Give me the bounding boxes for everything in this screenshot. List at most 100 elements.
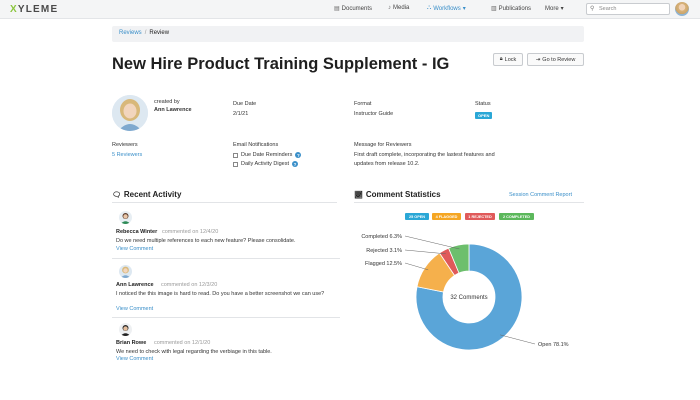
daily-activity-digest-label: Daily Activity Digest	[241, 161, 289, 167]
top-navigation-bar: XYLEME ▤ Documents ♪ Media ⛬ Workflows ▾ ▥ Pu…	[0, 0, 700, 19]
avatar-image	[119, 211, 132, 224]
due-date-reminders-label: Due Date Reminders	[241, 152, 293, 158]
comment-statistics-title-text: Comment Statistics	[365, 190, 441, 199]
go-to-review-label: Go to Review	[542, 56, 576, 63]
nav-publications[interactable]: ▥ Publications	[491, 5, 532, 13]
status-label: Status	[475, 101, 491, 107]
lock-button-label: Lock	[504, 56, 517, 63]
avatar-image	[119, 323, 132, 336]
comment-statistics-title: 📈︎ Comment Statistics	[354, 190, 441, 199]
avatar-image	[119, 265, 132, 278]
chevron-down-icon: ▾	[462, 6, 466, 12]
breadcrumb: Reviews / Review	[112, 26, 584, 42]
comments-icon: 🗨︎	[112, 191, 121, 199]
activity-user-name: Brian Rowe	[116, 340, 147, 346]
reviewers-link[interactable]: 5 Reviewers	[112, 152, 143, 158]
session-comment-report-link[interactable]: Session Comment Report	[509, 192, 572, 198]
stats-divider	[354, 202, 584, 203]
help-icon[interactable]: ?	[295, 152, 302, 158]
creator-name: Ann Lawrence	[154, 107, 192, 113]
activity-comment-text: Do we need multiple references to each n…	[116, 238, 296, 244]
search-placeholder: Search	[599, 6, 617, 12]
message-line-1: First draft complete, incorporating the …	[354, 152, 495, 158]
donut-slice-flagged	[416, 252, 456, 293]
donut-label-flagged: Flagged 12.5%	[365, 261, 402, 267]
due-date-value: 2/1/21	[233, 111, 249, 117]
nav-publications-label: Publications	[498, 5, 532, 12]
avatar	[119, 323, 132, 336]
search-icon: ⚲	[590, 6, 595, 12]
view-comment-link[interactable]: View Comment	[116, 356, 154, 362]
message-line-2: updates from release 10.2.	[354, 161, 420, 167]
email-notifications-label: Email Notifications	[233, 142, 279, 148]
daily-activity-digest-checkbox[interactable]: Daily Activity Digest?	[233, 161, 298, 167]
recent-activity-title-text: Recent Activity	[123, 190, 182, 199]
nav-workflows[interactable]: ⛬ Workflows ▾	[427, 5, 466, 12]
donut-slice-rejected	[438, 247, 460, 276]
nav-documents[interactable]: ▤ Documents	[334, 5, 373, 13]
created-by-label: created by	[154, 99, 180, 105]
music-note-icon: ♪	[388, 5, 391, 11]
donut-slice-open	[415, 243, 523, 351]
donut-label-completed: Completed 6.3%	[361, 234, 402, 240]
activity-item-divider	[112, 317, 340, 318]
breadcrumb-separator: /	[144, 30, 147, 36]
line-chart-icon: 📈︎	[354, 191, 363, 199]
breadcrumb-reviews-link[interactable]: Reviews	[119, 30, 142, 36]
recent-activity-title: 🗨︎ Recent Activity	[112, 190, 181, 199]
donut-leader-line-flagged	[404, 262, 429, 271]
nav-workflows-label: Workflows	[433, 5, 461, 12]
breadcrumb-current: Review	[149, 30, 170, 36]
donut-center-label: 32 Comments	[450, 295, 487, 301]
open-count-pill: 25 OPEN	[405, 213, 429, 220]
avatar	[119, 211, 132, 224]
nav-documents-label: Documents	[341, 5, 373, 12]
workflow-icon: ⛬	[427, 5, 432, 11]
creator-avatar-image	[112, 95, 148, 131]
sign-in-icon: ⇥	[535, 56, 541, 63]
nav-more-label: More	[545, 5, 559, 12]
due-date-label: Due Date	[233, 101, 257, 107]
donut-leader-line-completed	[404, 235, 460, 250]
reviewers-label: Reviewers	[112, 142, 138, 148]
chevron-down-icon: ▾	[560, 6, 564, 12]
activity-comment-text: I noticed the this image is hard to read…	[116, 291, 325, 297]
checkbox[interactable]	[233, 152, 238, 158]
user-avatar[interactable]	[675, 2, 689, 16]
view-comment-link[interactable]: View Comment	[116, 306, 154, 312]
status-badge: OPEN	[475, 112, 493, 119]
format-value: Instructor Guide	[354, 111, 394, 117]
go-to-review-button[interactable]: ⇥ Go to Review	[527, 53, 584, 66]
due-date-reminders-checkbox[interactable]: Due Date Reminders?	[233, 152, 302, 158]
activity-date: commented on 12/4/20	[162, 229, 219, 235]
activity-user-name: Rebecca Winter	[116, 229, 158, 235]
donut-leader-line-open	[500, 334, 536, 345]
search-input[interactable]: ⚲ Search	[586, 3, 670, 15]
logo-x: X	[10, 4, 18, 15]
rejected-count-pill: 1 REJECTED	[465, 213, 495, 220]
donut-leader-line-rejected	[404, 249, 446, 255]
xyleme-logo[interactable]: XYLEME	[10, 4, 58, 15]
lock-icon: 🔒︎	[499, 56, 503, 62]
completed-count-pill: 2 COMPLETED	[499, 213, 534, 220]
activity-user-name: Ann Lawrence	[116, 282, 154, 288]
donut-label-open: Open 78.1%	[538, 342, 569, 348]
creator-avatar	[112, 95, 148, 131]
help-icon[interactable]: ?	[292, 161, 298, 167]
nav-media-label: Media	[393, 5, 410, 11]
donut-slice-completed	[448, 243, 470, 274]
activity-divider	[112, 202, 337, 203]
book-icon: ▥	[491, 6, 497, 12]
lock-button[interactable]: 🔒︎ Lock	[493, 53, 523, 66]
message-label: Message for Reviewers	[354, 142, 412, 148]
checkbox[interactable]	[233, 161, 238, 167]
format-label: Format	[354, 101, 372, 107]
view-comment-link[interactable]: View Comment	[116, 246, 154, 252]
donut-label-rejected: Rejected 3.1%	[366, 248, 402, 254]
document-icon: ▤	[334, 6, 340, 12]
nav-more[interactable]: More ▾	[545, 5, 564, 13]
activity-comment-text: We need to check with legal regarding th…	[116, 349, 272, 355]
page-title: New Hire Product Training Supplement - I…	[112, 55, 450, 73]
avatar	[119, 265, 132, 278]
nav-media[interactable]: ♪ Media	[388, 5, 409, 11]
